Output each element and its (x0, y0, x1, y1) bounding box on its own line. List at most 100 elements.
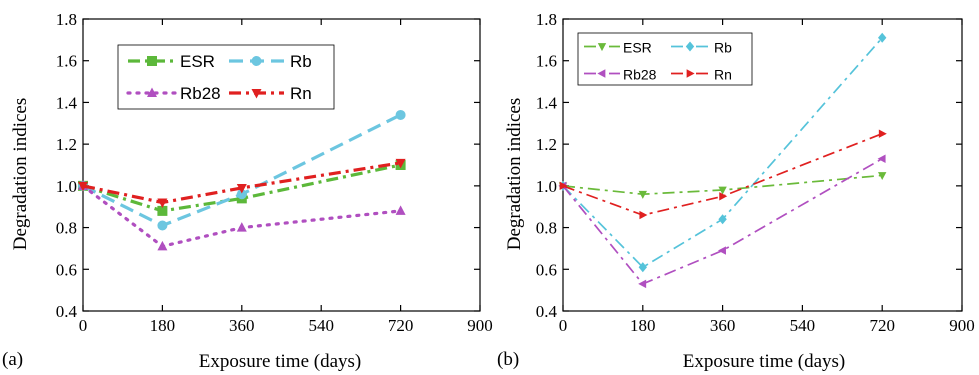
panel-a-y-tick-label: 1.2 (56, 135, 77, 154)
panel-a-x-tick-label: 180 (150, 316, 176, 335)
panel-b-y-tick-label: 1.0 (536, 177, 557, 196)
panel-b-legend-item-rb: Rb (671, 40, 732, 56)
panel-a-legend: ESR Rb Rb28 Rn (117, 44, 335, 110)
panel-b-series-rb28-line (562, 157, 883, 285)
panel-b-series-rn (559, 129, 887, 220)
panel-b-series-esr-point (878, 172, 887, 181)
panel-a-legend-marker-rn (251, 89, 262, 99)
panel-a-plot: 0 180 360 540 720 900 0.4 0.6 0.8 1.0 1.2 1.4 1.6 1.8… (56, 10, 493, 335)
panel-b-series-rn-point (878, 129, 887, 138)
panel-a-legend-item-rn: Rn (229, 84, 312, 103)
panel-b-series-rb-point (718, 214, 727, 225)
panel-b-legend-marker-rn (686, 69, 695, 78)
panel-b-label: (b) (497, 349, 519, 370)
panel-a-legend-marker-rb28 (147, 87, 157, 97)
panel-b-series-rn-point (719, 192, 728, 201)
panel-b-series-rb28 (558, 154, 886, 289)
panel-b-legend: ESR Rb Rb28 Rn (577, 32, 753, 86)
panel-b-y-tick-label: 0.6 (536, 260, 557, 279)
panel-a-legend-label-rb28: Rb28 (180, 84, 221, 103)
panel-b-series-esr-point (638, 190, 647, 199)
panel-a-y-tick-label: 1.6 (56, 52, 77, 71)
panel-b-series-rb-point (638, 262, 647, 273)
panel-b-x-tick-label: 360 (710, 316, 736, 335)
panel-b-x-tick-label: 720 (869, 316, 895, 335)
panel-a-series-rb28-point (157, 240, 168, 251)
panel-a-legend-item-rb28: Rb28 (126, 84, 221, 103)
panel-b-legend-item-rb28: Rb28 (584, 67, 657, 83)
panel-a-x-tick-label: 0 (79, 316, 88, 335)
panel-b-legend-item-esr: ESR (584, 40, 652, 56)
panel-b-legend-item-rn: Rn (671, 67, 732, 83)
panel-a-x-tick-label: 720 (388, 316, 414, 335)
panel-a-y-axis-title: Degradation indices (10, 98, 31, 250)
panel-a-legend-label-esr: ESR (180, 52, 215, 71)
panel-b-x-axis-title: Exposure time (days) (683, 351, 846, 372)
panel-b-legend-label-rb: Rb (714, 40, 732, 56)
panel-a-y-tick-label: 1.4 (56, 93, 78, 112)
panel-a-series-rb28-point (395, 205, 406, 215)
panel-b-series-rb-point (878, 32, 887, 43)
panel-a-y-tick-label: 1.8 (56, 10, 77, 29)
panel-b-y-tick-label: 1.6 (536, 52, 557, 71)
panel-b-x-tick-label: 0 (559, 316, 568, 335)
panel-b-legend-label-rn: Rn (714, 67, 732, 83)
panel-a-y-tick-label: 0.8 (56, 219, 77, 238)
panel-a-legend-item-esr: ESR (128, 52, 215, 71)
panel-b-series-rb28-point (717, 246, 726, 255)
panel-b-series-rn-point (639, 210, 648, 220)
panel-a-series-rn-point (395, 158, 406, 169)
panel-a-label: (a) (2, 349, 23, 370)
panel-a-x-tick-label: 540 (308, 316, 334, 335)
panel-a-series-esr-line (82, 163, 401, 213)
panel-a-x-axis-title: Exposure time (days) (199, 351, 362, 372)
panel-b-y-tick-label: 1.4 (536, 93, 558, 112)
panel-a-series-rb28-point (236, 222, 247, 232)
panel-a-series-rb-line (82, 113, 402, 228)
panel-b-x-tick-label: 180 (630, 316, 656, 335)
panel-a-legend-label-rn: Rn (290, 84, 312, 103)
panel-a-frame (82, 18, 481, 312)
panel-a-series-rn-point (236, 183, 247, 194)
panel-b-legend-box (577, 32, 753, 86)
panel-b-x-tick-label: 540 (790, 316, 816, 335)
panel-b-series-esr-point (718, 186, 727, 195)
panel-b-series-rb-line (562, 37, 883, 269)
panel-a-legend-item-rb: Rb (229, 52, 312, 71)
panel-a-x-tick-label: 900 (467, 316, 493, 335)
panel-a-series-esr-point (157, 205, 168, 216)
panel-a-legend-label-rb: Rb (290, 52, 312, 71)
panel-a-y-tick-label: 1.0 (56, 177, 77, 196)
panel-b: (b) Degradation indices Exposure time (d… (497, 10, 975, 372)
panel-b-legend-marker-rb (685, 41, 695, 52)
panel-b-legend-label-rb28: Rb28 (623, 67, 657, 83)
panel-b-y-tick-label: 1.8 (536, 10, 557, 29)
panel-b-legend-marker-esr (597, 43, 607, 52)
panel-a-x-tick-label: 360 (229, 316, 255, 335)
panel-a-series-rb-point (236, 189, 247, 200)
panel-a-series-rb28-line (81, 184, 403, 249)
panel-a-series-rn (78, 158, 406, 209)
panel-a-legend-marker-rb (251, 56, 262, 66)
panel-b-plot: 0 180 360 540 720 900 0.4 0.6 0.8 1.0 1.2 1.4 1.6 1.8… (536, 10, 975, 335)
panel-b-series-rn-line (562, 132, 883, 216)
panel-a-series-rb-point (395, 109, 406, 120)
panel-b-y-tick-label: 0.8 (536, 219, 557, 238)
panel-a-legend-box (117, 44, 335, 110)
panel-b-y-tick-label: 1.2 (536, 135, 557, 154)
panel-a-y-tick-label: 0.4 (56, 302, 78, 321)
panel-b-y-tick-label: 0.4 (536, 302, 558, 321)
panel-b-frame (562, 18, 963, 312)
panel-a: (a) Degradation indices Exposure time (d… (2, 10, 493, 372)
panel-b-x-tick-label: 900 (949, 316, 975, 335)
panel-a-series-rb-point (157, 220, 168, 231)
panel-a-legend-marker-esr (147, 56, 157, 66)
panel-a-series-rn-point (78, 181, 88, 192)
panel-a-y-tick-label: 0.6 (56, 260, 77, 279)
panel-b-series-rb28-point (877, 154, 886, 163)
panel-a-series-rn-point (157, 198, 168, 209)
panel-b-legend-label-esr: ESR (623, 40, 652, 56)
panel-b-series-rb28-point (638, 279, 647, 289)
panel-b-series-rn-point (559, 181, 568, 191)
